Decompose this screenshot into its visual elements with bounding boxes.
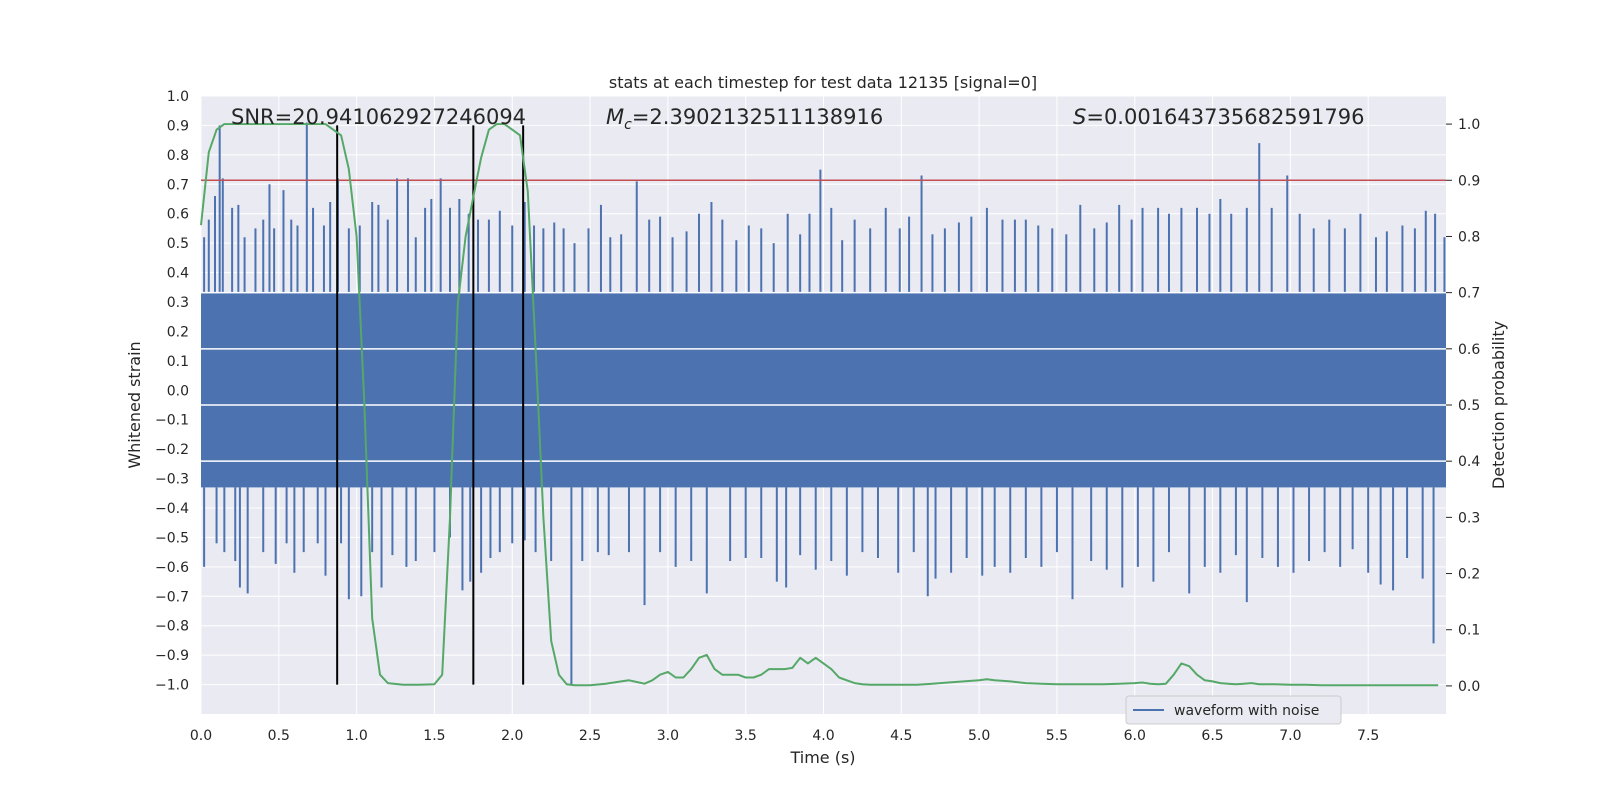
y-tick-label: 0.5 xyxy=(167,236,189,252)
y2-tick-label: 0.1 xyxy=(1458,623,1480,639)
y-tick-label: 0.0 xyxy=(167,383,189,399)
legend-box xyxy=(1125,695,1342,725)
y-tick-label: 0.9 xyxy=(167,118,189,134)
x-tick-label: 7.5 xyxy=(1357,728,1379,744)
x-axis-label: Time (s) xyxy=(789,748,855,767)
y-tick-label: 1.0 xyxy=(167,89,189,105)
legend: waveform with noise xyxy=(1125,695,1342,725)
s-value: =0.001643735682591796 xyxy=(1086,105,1364,129)
y-tick-label: −0.7 xyxy=(155,589,189,605)
y2-tick-label: 0.9 xyxy=(1458,173,1480,189)
chart-title: stats at each timestep for test data 121… xyxy=(609,73,1037,92)
y2-tick-label: 1.0 xyxy=(1458,117,1480,133)
y-tick-label: 0.3 xyxy=(167,295,189,311)
y-tick-label: −0.1 xyxy=(155,413,189,429)
y-tick-label: −1.0 xyxy=(155,678,189,694)
y-tick-label: −0.8 xyxy=(155,619,189,635)
y2-tick-label: 0.2 xyxy=(1458,567,1480,583)
x-tick-label: 4.0 xyxy=(812,728,834,744)
y-axis-label: Whitened strain xyxy=(125,341,144,468)
y2-tick-label: 0.4 xyxy=(1458,454,1480,470)
probability-curve xyxy=(200,123,1439,687)
y-tick-label: 0.8 xyxy=(167,148,189,164)
x-tick-label: 0.5 xyxy=(268,728,290,744)
x-tick-label: 2.5 xyxy=(579,728,601,744)
chirp-mass-subscript: c xyxy=(624,117,632,133)
x-tick-label: 2.0 xyxy=(501,728,523,744)
s-symbol: S xyxy=(1073,105,1086,129)
y2-tick-label: 0.6 xyxy=(1458,342,1480,358)
white-horizontal-lines xyxy=(201,291,1446,462)
x-tick-label: 1.0 xyxy=(345,728,367,744)
y-tick-label: 0.7 xyxy=(167,177,189,193)
y-tick-label: 0.2 xyxy=(167,324,189,340)
x-tick-label: 4.5 xyxy=(890,728,912,744)
x-tick-label: 1.5 xyxy=(423,728,445,744)
vertical-markers xyxy=(336,125,525,685)
y-tick-label: −0.6 xyxy=(155,560,189,576)
chirp-mass-symbol: M xyxy=(606,105,624,129)
y-tick-label: −0.3 xyxy=(155,472,189,488)
chirp-mass-annotation: Mc=2.3902132511138916 xyxy=(606,105,883,133)
snr-annotation: SNR=20.941062927246094 xyxy=(231,105,526,129)
y2-tick-label: 0.0 xyxy=(1458,679,1480,695)
y-tick-label: 0.4 xyxy=(167,266,189,282)
waveform-band xyxy=(201,293,1446,488)
y2-axis-label: Detection probability xyxy=(1489,321,1508,489)
x-tick-label: 3.5 xyxy=(735,728,757,744)
chirp-mass-value: =2.3902132511138916 xyxy=(632,105,883,129)
y2-tick-label: 0.5 xyxy=(1458,398,1480,414)
y2-tick-label: 0.8 xyxy=(1458,229,1480,245)
y-tick-label: 0.6 xyxy=(167,207,189,223)
y2-tick-label: 0.3 xyxy=(1458,510,1480,526)
waveform-spikes xyxy=(203,122,1446,685)
x-tick-label: 7.0 xyxy=(1279,728,1301,744)
s-annotation: S=0.001643735682591796 xyxy=(1073,105,1364,129)
x-tick-label: 6.0 xyxy=(1124,728,1146,744)
waveform-dense-band xyxy=(201,293,1446,488)
legend-label: waveform with noise xyxy=(1174,703,1319,719)
detection-probability-line xyxy=(200,123,1439,687)
y2-tick-label: 0.7 xyxy=(1458,286,1480,302)
y-tick-label: −0.5 xyxy=(155,530,189,546)
x-tick-label: 5.0 xyxy=(968,728,990,744)
x-tick-label: 0.0 xyxy=(190,728,212,744)
y-tick-labels: 1.0 0.9 0.8 0.7 0.6 0.5 0.4 0.3 0.2 0.1 0.0 −0.1 −0.… xyxy=(155,89,189,694)
x-tick-label: 5.5 xyxy=(1046,728,1068,744)
y-tick-label: 0.1 xyxy=(167,354,189,370)
y-tick-label: −0.2 xyxy=(155,442,189,458)
x-tick-label: 3.0 xyxy=(657,728,679,744)
y-tick-label: −0.9 xyxy=(155,648,189,664)
y-tick-label: −0.4 xyxy=(155,501,189,517)
x-tick-labels: 0.0 0.5 1.0 1.5 2.0 2.5 3.0 3.5 4.0 4.5 5.0 5.5 6.0 6… xyxy=(190,728,1379,744)
y2-tick-labels: 1.0 0.9 0.8 0.7 0.6 0.5 0.4 0.3 0.2 0.1 0.0 xyxy=(1446,117,1480,695)
x-tick-label: 6.5 xyxy=(1201,728,1223,744)
